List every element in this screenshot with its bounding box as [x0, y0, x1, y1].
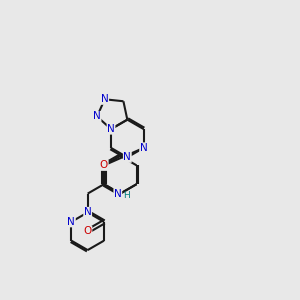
Text: O: O — [83, 226, 92, 236]
Text: N: N — [140, 143, 148, 153]
Text: N: N — [107, 124, 115, 134]
Text: N: N — [93, 112, 101, 122]
Text: N: N — [84, 207, 92, 218]
Text: N: N — [101, 94, 109, 104]
Text: O: O — [100, 160, 108, 170]
Text: N: N — [114, 189, 122, 199]
Text: N: N — [124, 152, 131, 162]
Text: H: H — [123, 191, 130, 200]
Text: N: N — [68, 217, 75, 227]
